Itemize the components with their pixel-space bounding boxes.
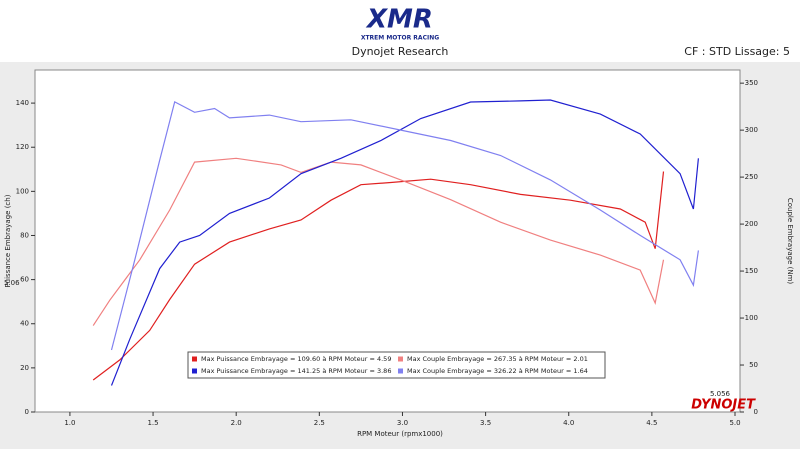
chart-subtitle: CF : STD Lissage: 5 [684, 45, 790, 58]
y-tick-label: 100 [16, 187, 29, 195]
y2-tick-label: 350 [745, 79, 758, 87]
brand: DYNOJET [691, 398, 756, 413]
legend-label: Max Couple Embrayage = 326.22 à RPM Mote… [407, 367, 588, 375]
series-line [110, 101, 699, 351]
legend-swatch [398, 356, 403, 362]
x-axis-label: RPM Moteur (rpmx1000) [357, 430, 443, 438]
y2-tick-label: 250 [745, 173, 758, 181]
y-tick-label: 20 [20, 364, 29, 372]
y2-tick-label: 300 [745, 126, 758, 134]
legend-swatch [398, 368, 403, 374]
logo: XMR [365, 5, 433, 35]
annotation: 5.056 [710, 390, 731, 398]
y2-tick-label: 200 [745, 220, 758, 228]
y-tick-label: 40 [20, 320, 29, 328]
x-tick-label: 3.5 [480, 419, 491, 427]
y-axis-label: Puissance Embrayage (ch) [4, 194, 12, 287]
legend-label: Max Puissance Embrayage = 141.25 à RPM M… [201, 367, 391, 375]
y-tick-label: 120 [16, 143, 29, 151]
logo-subtitle: XTREM MOTOR RACING [361, 35, 439, 42]
y2-tick-label: 50 [749, 361, 758, 369]
legend-label: Max Couple Embrayage = 267.35 à RPM Mote… [407, 355, 588, 363]
y2-tick-label: 100 [745, 314, 758, 322]
y2-tick-label: 0 [754, 408, 758, 416]
y-tick-label: 0 [25, 408, 29, 416]
series-line [92, 157, 665, 326]
legend-swatch [192, 356, 197, 362]
x-tick-label: 3.0 [397, 419, 408, 427]
legend-label: Max Puissance Embrayage = 109.60 à RPM M… [201, 355, 391, 363]
x-tick-label: 2.0 [231, 419, 242, 427]
x-tick-label: 4.0 [563, 419, 574, 427]
annotation: 5.06 [4, 279, 20, 287]
legend-swatch [192, 368, 197, 374]
x-tick-label: 4.5 [646, 419, 657, 427]
x-tick-label: 2.5 [314, 419, 325, 427]
series-line [92, 171, 665, 381]
y-tick-label: 80 [20, 231, 29, 239]
series-line [110, 99, 699, 386]
y2-tick-label: 150 [745, 267, 758, 275]
legend-box [187, 351, 606, 379]
x-tick-label: 1.0 [64, 419, 75, 427]
y-tick-label: 140 [16, 99, 29, 107]
chart-title: Dynojet Research [352, 45, 449, 58]
y2-axis-label: Couple Embrayage (Nm) [786, 198, 794, 285]
x-tick-label: 5.0 [729, 419, 740, 427]
y-tick-label: 60 [20, 276, 29, 284]
x-tick-label: 1.5 [147, 419, 158, 427]
